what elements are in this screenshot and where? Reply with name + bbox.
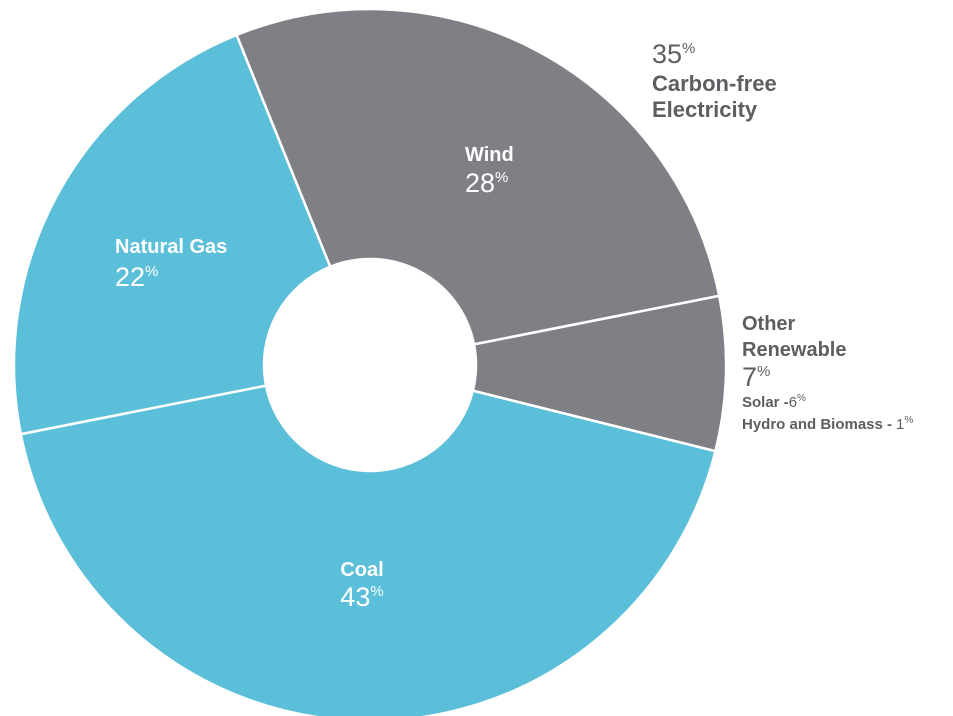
donut-hole bbox=[264, 259, 476, 471]
breakdown-solar: Solar -6% bbox=[742, 393, 806, 411]
slice-label-other-renewable: Other Renewable bbox=[742, 313, 846, 361]
breakdown-hydro-biomass: Hydro and Biomass -1% bbox=[742, 415, 913, 433]
slice-value-natural-gas: 22% bbox=[115, 262, 158, 292]
slice-label-other-renewable-line1: Other bbox=[742, 313, 796, 335]
annotation-carbon-free-line2: Electricity bbox=[652, 97, 758, 122]
slice-value-other-renewable: 7% bbox=[742, 362, 770, 392]
slice-label-wind: Wind bbox=[465, 144, 514, 166]
annotation-carbon-free-line1: Carbon-free bbox=[652, 71, 777, 96]
slice-value-coal: 43% bbox=[340, 582, 383, 612]
slice-label-natural-gas: Natural Gas bbox=[115, 236, 227, 258]
annotation-carbon-free-value: 35% bbox=[652, 39, 695, 69]
slice-label-coal: Coal bbox=[340, 559, 383, 581]
donut-slices bbox=[12, 7, 728, 716]
slice-label-other-renewable-line2: Renewable bbox=[742, 339, 846, 361]
slice-value-wind: 28% bbox=[465, 168, 508, 198]
